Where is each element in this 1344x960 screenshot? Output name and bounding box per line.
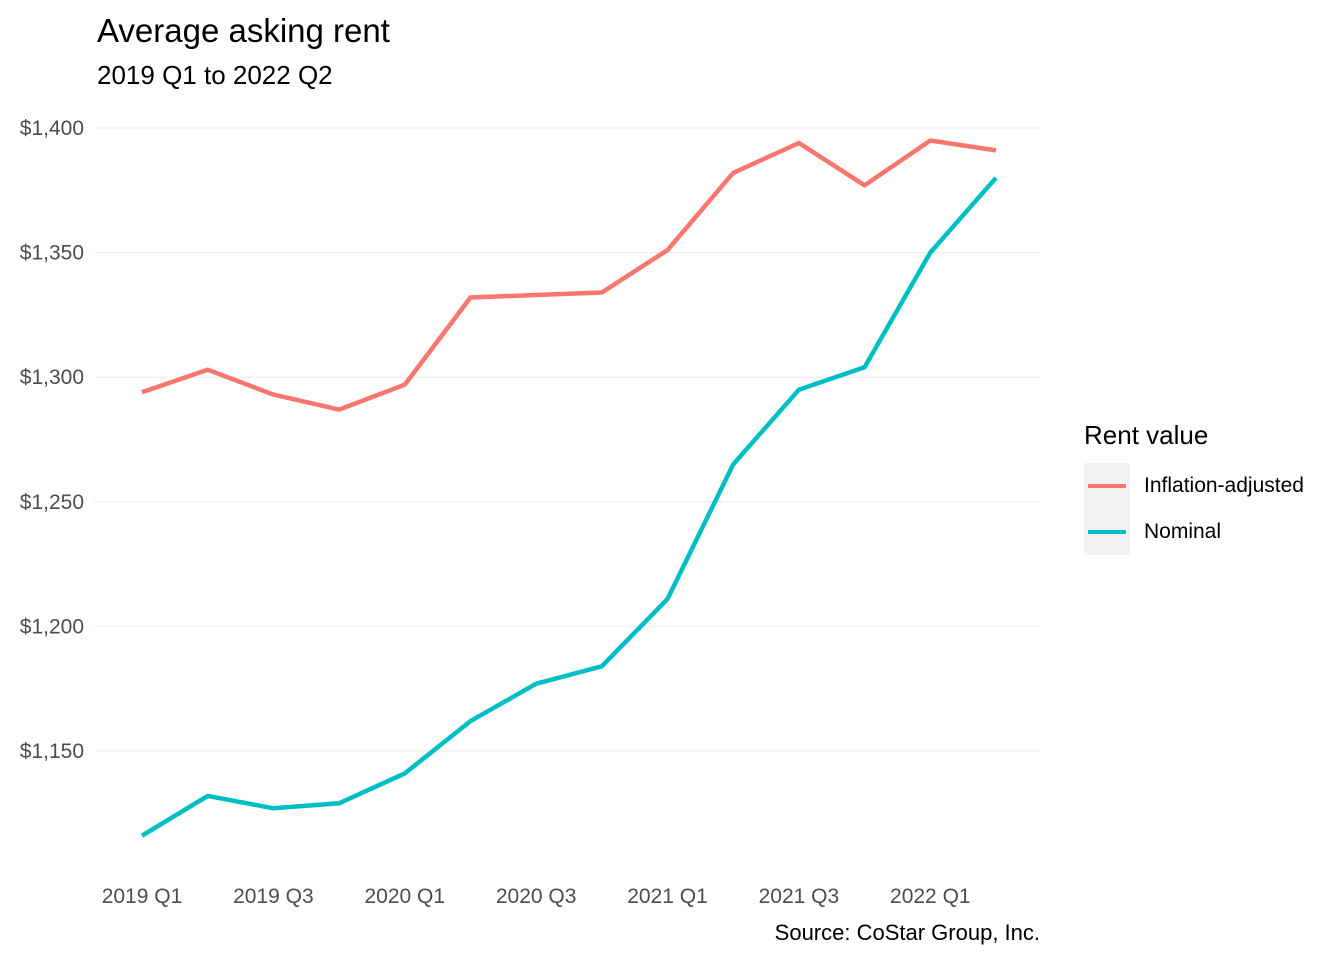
y-tick-label-1200: $1,200 <box>20 615 84 638</box>
y-tick-label-1350: $1,350 <box>20 242 84 265</box>
x-axis-tick-labels: 2019 Q1 2019 Q3 2020 Q1 2020 Q3 2021 Q1 2021 … <box>102 885 971 908</box>
y-tick-label-1400: $1,400 <box>20 117 84 140</box>
data-point-nominal-2019-q3 <box>271 806 275 810</box>
legend-swatch-inflation-adjusted <box>1088 484 1126 488</box>
data-point-nominal-2019-q2 <box>205 794 209 798</box>
data-point-nominal-2021-q4 <box>862 365 866 369</box>
y-axis-tick-labels: $1,150 $1,200 $1,250 $1,300 $1,350 $1,400 <box>20 117 84 763</box>
x-tick-label-2020-q3: 2020 Q3 <box>496 885 577 908</box>
legend: Rent value Inflation-adjusted Nominal <box>1084 420 1304 555</box>
data-point-nominal-2019-q1 <box>140 834 144 838</box>
data-point-nominal-2021-q1 <box>665 597 669 601</box>
data-point-inflation-adjusted-2021-q3 <box>797 141 801 145</box>
y-tick-label-1250: $1,250 <box>20 491 84 514</box>
y-tick-label-1300: $1,300 <box>20 366 84 389</box>
x-tick-label-2019-q1: 2019 Q1 <box>102 885 183 908</box>
data-point-inflation-adjusted-2019-q4 <box>337 407 341 411</box>
data-point-inflation-adjusted-2020-q1 <box>403 382 407 386</box>
series-line-nominal <box>140 176 998 838</box>
legend-label-inflation-adjusted: Inflation-adjusted <box>1144 474 1304 497</box>
data-point-inflation-adjusted-2020-q4 <box>600 290 604 294</box>
data-point-inflation-adjusted-2021-q2 <box>731 171 735 175</box>
data-point-nominal-2022-q1 <box>928 250 932 254</box>
data-point-inflation-adjusted-2019-q1 <box>140 390 144 394</box>
data-point-inflation-adjusted-2021-q4 <box>862 183 866 187</box>
data-point-nominal-2020-q3 <box>534 682 538 686</box>
data-point-inflation-adjusted-2022-q2 <box>994 148 998 152</box>
x-tick-label-2020-q1: 2020 Q1 <box>364 885 445 908</box>
data-point-nominal-2020-q2 <box>468 719 472 723</box>
chart-caption: Source: CoStar Group, Inc. <box>774 920 1040 945</box>
data-point-nominal-2021-q3 <box>797 387 801 391</box>
y-tick-label-1150: $1,150 <box>20 740 84 763</box>
series-lines <box>140 138 998 838</box>
data-point-nominal-2020-q1 <box>403 771 407 775</box>
legend-key-nominal <box>1084 509 1130 555</box>
data-point-inflation-adjusted-2021-q1 <box>665 248 669 252</box>
data-point-inflation-adjusted-2019-q2 <box>205 368 209 372</box>
series-line-inflation-adjusted <box>141 138 997 412</box>
chart-title: Average asking rent <box>97 12 390 49</box>
data-point-inflation-adjusted-2022-q1 <box>928 138 932 142</box>
data-point-inflation-adjusted-2019-q3 <box>271 392 275 396</box>
legend-item-nominal: Nominal <box>1084 509 1304 555</box>
legend-title: Rent value <box>1084 420 1209 450</box>
legend-label-nominal: Nominal <box>1144 520 1222 543</box>
legend-key-inflation-adjusted <box>1084 463 1130 509</box>
gridlines <box>94 127 1040 752</box>
x-tick-label-2021-q1: 2021 Q1 <box>627 885 708 908</box>
data-point-nominal-2021-q2 <box>731 462 735 466</box>
legend-swatch-nominal <box>1088 530 1126 534</box>
x-tick-label-2022-q1: 2022 Q1 <box>890 885 971 908</box>
data-point-nominal-2020-q4 <box>600 664 604 668</box>
data-point-nominal-2019-q4 <box>337 801 341 805</box>
chart-subtitle: 2019 Q1 to 2022 Q2 <box>97 60 333 90</box>
legend-item-inflation-adjusted: Inflation-adjusted <box>1084 463 1304 509</box>
data-point-nominal-2022-q2 <box>994 176 998 180</box>
data-point-inflation-adjusted-2020-q3 <box>534 293 538 297</box>
data-point-inflation-adjusted-2020-q2 <box>468 295 472 299</box>
x-tick-label-2019-q3: 2019 Q3 <box>233 885 314 908</box>
x-tick-label-2021-q3: 2021 Q3 <box>759 885 840 908</box>
